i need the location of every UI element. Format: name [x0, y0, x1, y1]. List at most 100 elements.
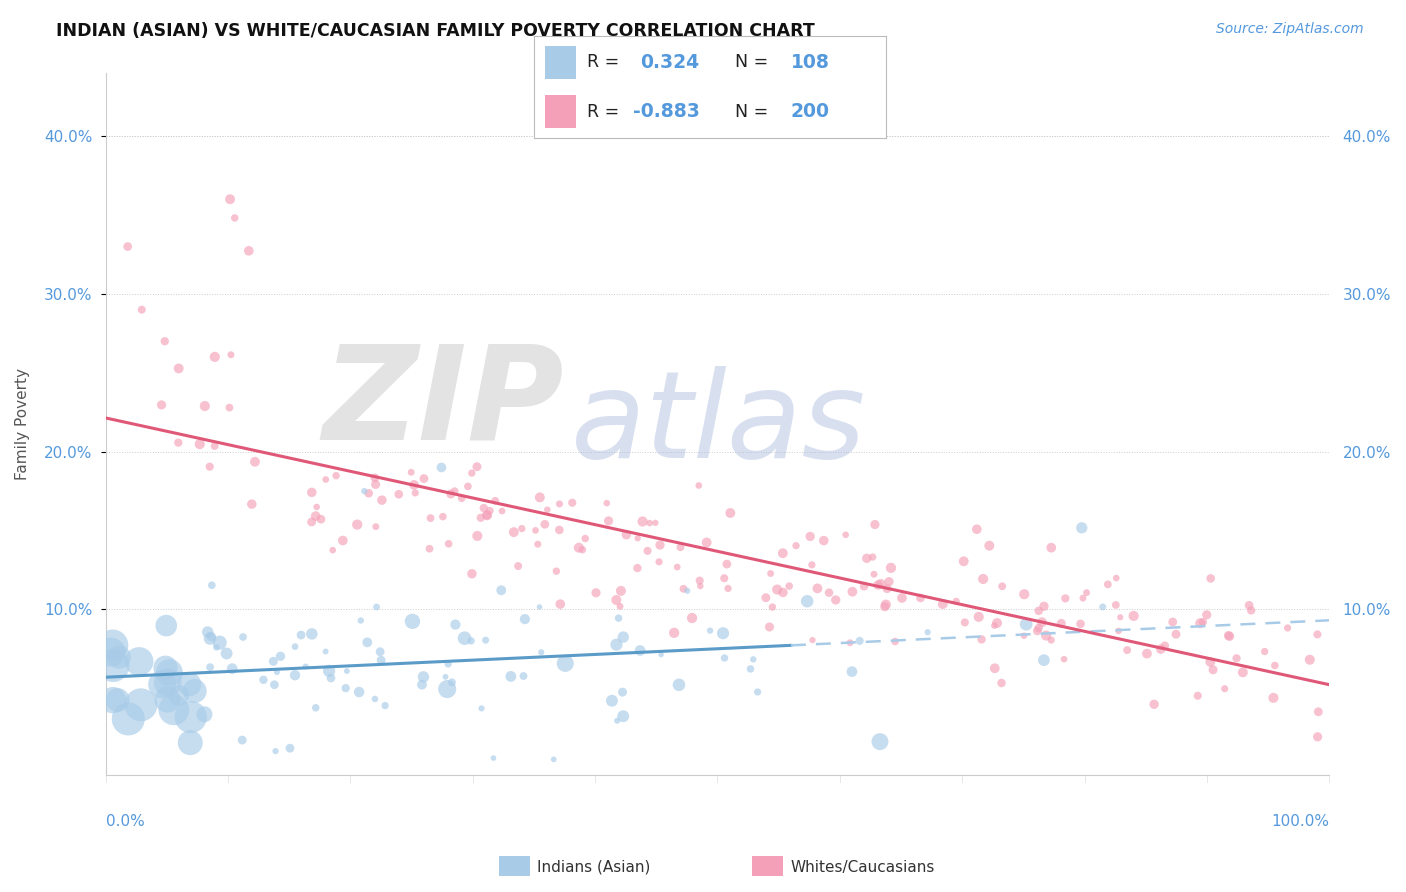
Point: [284, 668, 307, 682]
Text: Source: ZipAtlas.com: Source: ZipAtlas.com: [1216, 22, 1364, 37]
Point: [800, 558, 823, 572]
Point: [876, 582, 898, 596]
Point: [346, 517, 368, 532]
Point: [150, 677, 173, 691]
Point: [612, 709, 634, 723]
Point: [614, 527, 637, 541]
Point: [1195, 607, 1218, 622]
Point: [681, 611, 703, 625]
Point: [457, 479, 479, 493]
Point: [696, 535, 718, 549]
Point: [1070, 521, 1092, 535]
Point: [631, 515, 654, 529]
Text: 0.0%: 0.0%: [105, 814, 145, 829]
Point: [1240, 603, 1263, 617]
Point: [322, 543, 344, 558]
Point: [759, 566, 782, 581]
Point: [606, 714, 628, 728]
Point: [325, 468, 347, 483]
Point: [1277, 621, 1299, 635]
Text: 0.324: 0.324: [640, 53, 699, 72]
Point: [717, 582, 740, 596]
Point: [713, 651, 735, 665]
Point: [605, 593, 627, 607]
Point: [167, 361, 190, 376]
Point: [294, 659, 316, 673]
Point: [453, 631, 475, 645]
Point: [1232, 665, 1254, 680]
Point: [208, 635, 231, 649]
Point: [1028, 621, 1050, 635]
Point: [1071, 591, 1094, 606]
Point: [713, 571, 735, 585]
Text: ZIP: ZIP: [323, 340, 564, 467]
Point: [669, 541, 692, 555]
Text: Whites/Caucasians: Whites/Caucasians: [790, 860, 935, 874]
Point: [430, 460, 453, 475]
Point: [301, 485, 323, 500]
Text: N =: N =: [734, 54, 768, 71]
Point: [1033, 599, 1056, 614]
Point: [648, 538, 671, 552]
Text: INDIAN (ASIAN) VS WHITE/CAUCASIAN FAMILY POVERTY CORRELATION CHART: INDIAN (ASIAN) VS WHITE/CAUCASIAN FAMILY…: [56, 22, 815, 40]
Point: [799, 529, 821, 543]
Point: [1199, 655, 1222, 669]
Point: [932, 597, 955, 611]
Point: [662, 625, 685, 640]
Point: [508, 559, 530, 574]
Point: [672, 582, 695, 596]
Point: [1109, 610, 1132, 624]
Y-axis label: Family Poverty: Family Poverty: [15, 368, 30, 480]
Point: [204, 350, 226, 364]
Point: [499, 669, 522, 683]
Point: [1054, 591, 1077, 606]
Point: [194, 399, 217, 413]
Point: [357, 486, 380, 500]
Point: [1189, 616, 1212, 631]
Point: [198, 660, 221, 674]
Point: [219, 348, 242, 362]
Point: [436, 681, 458, 696]
Point: [437, 657, 460, 671]
FancyBboxPatch shape: [544, 46, 576, 78]
Point: [758, 620, 780, 634]
Point: [869, 734, 891, 748]
Point: [474, 633, 496, 648]
Point: [484, 494, 506, 508]
Point: [301, 627, 323, 641]
Point: [711, 626, 734, 640]
Point: [183, 684, 205, 698]
Point: [399, 465, 422, 479]
Point: [1199, 571, 1222, 585]
Point: [219, 192, 242, 206]
Point: [689, 574, 711, 588]
Point: [150, 398, 173, 412]
Point: [461, 466, 484, 480]
Text: N =: N =: [734, 103, 768, 120]
Point: [1161, 615, 1184, 629]
Point: [419, 511, 441, 525]
Point: [370, 653, 392, 667]
Point: [699, 624, 721, 638]
Point: [970, 632, 993, 647]
Point: [1105, 598, 1128, 612]
Point: [548, 597, 571, 611]
Point: [967, 610, 990, 624]
Point: [841, 665, 863, 679]
Point: [266, 665, 288, 680]
Point: [600, 694, 623, 708]
Point: [201, 578, 224, 592]
Point: [834, 528, 856, 542]
Point: [824, 593, 846, 607]
Point: [335, 681, 357, 695]
Point: [475, 508, 498, 523]
Point: [554, 657, 576, 671]
Point: [1154, 639, 1177, 653]
Text: -0.883: -0.883: [633, 102, 700, 121]
Point: [548, 497, 571, 511]
Point: [108, 650, 131, 665]
Point: [1218, 629, 1240, 643]
Point: [991, 579, 1014, 593]
Point: [1306, 730, 1329, 744]
Point: [880, 561, 903, 575]
